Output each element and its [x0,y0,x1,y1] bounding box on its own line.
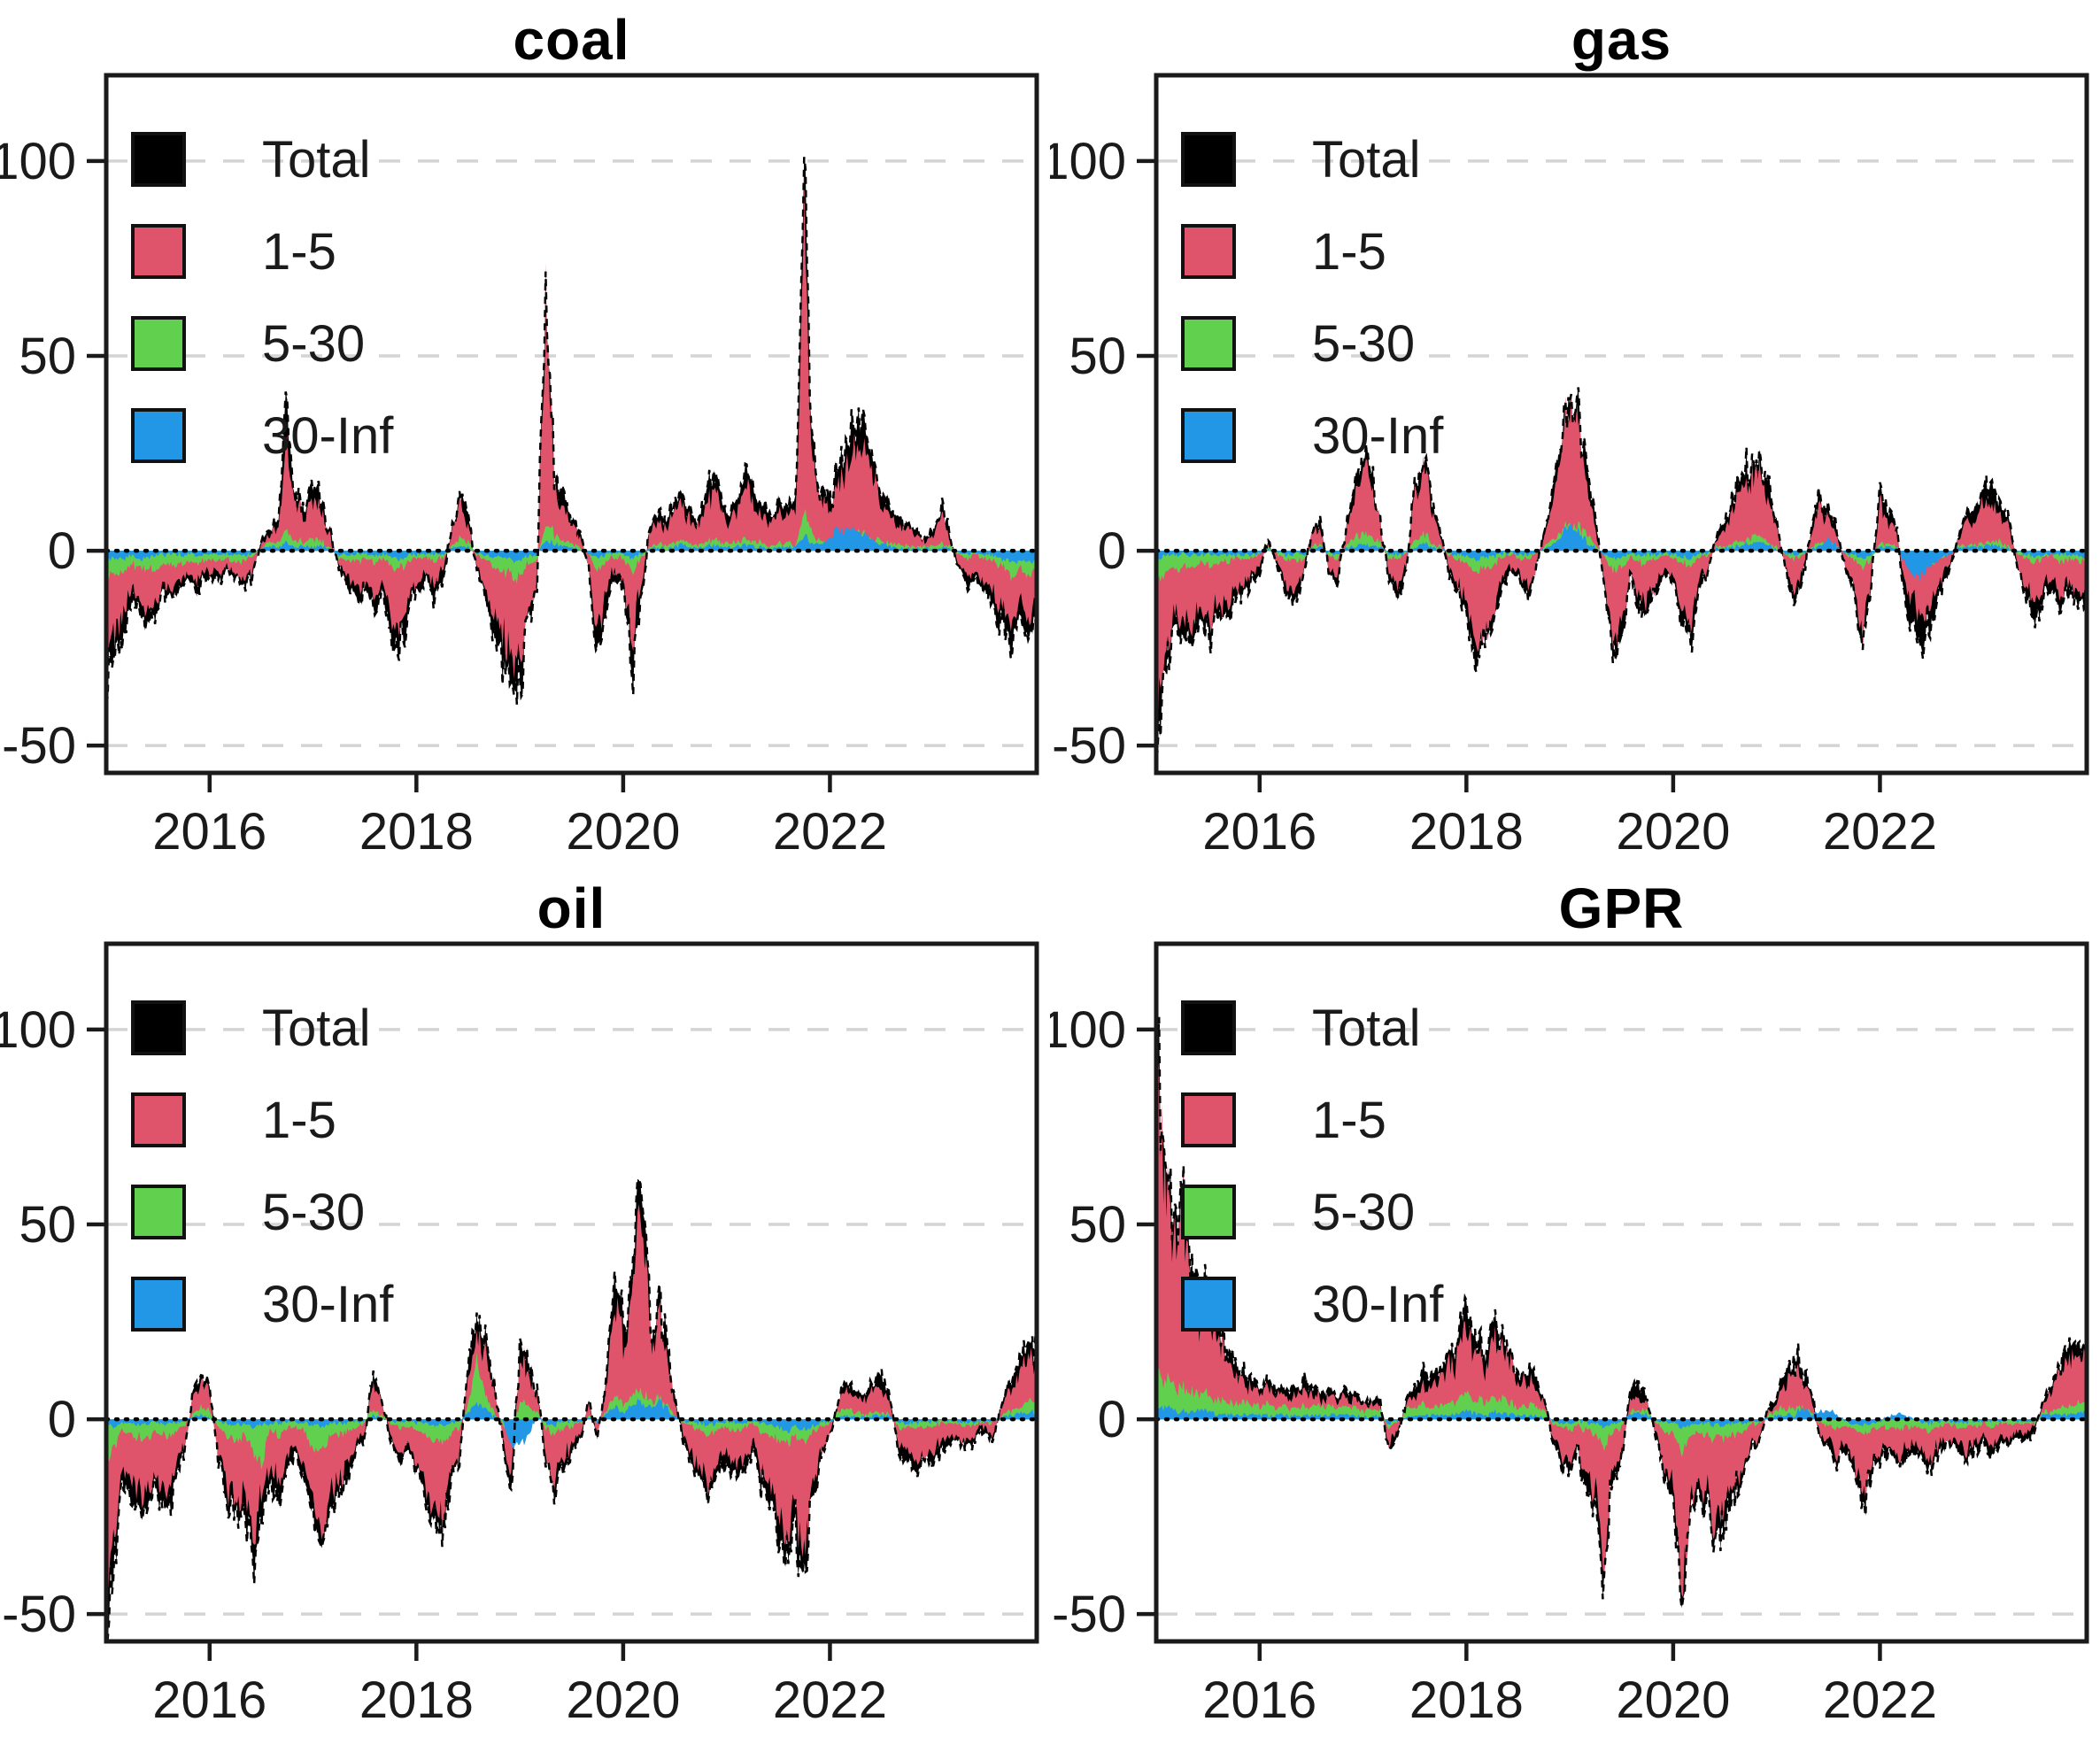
chart-title-gpr: GPR [1558,876,1685,940]
legend-swatch-5-30 [131,1185,186,1239]
legend-swatch-5-30 [1181,1185,1236,1239]
legend-item: 30-Inf [1181,390,1443,482]
legend-label: 5-30 [262,314,366,373]
svg-text:100: 100 [1050,133,1126,190]
legend-label: 5-30 [262,1183,366,1241]
svg-text:0: 0 [1098,522,1126,580]
svg-text:2016: 2016 [152,1671,266,1729]
chart-title-gas: gas [1571,8,1672,72]
legend-gas: Total 1-5 5-30 30-Inf [1181,113,1443,482]
legend-swatch-30-inf [1181,408,1236,463]
legend-label: 30-Inf [262,406,394,465]
panel-oil: 2016 2018 2020 2022 -50 0 50 100 oil Total 1-5 … [0,868,1050,1737]
legend-item: 1-5 [131,205,393,297]
svg-text:2020: 2020 [566,1671,680,1729]
legend-swatch-30-inf [131,408,186,463]
legend-swatch-1-5 [131,224,186,279]
legend-label: 30-Inf [262,1275,394,1333]
legend-item: Total [131,982,393,1074]
svg-text:100: 100 [0,1001,76,1059]
legend-label: 1-5 [1312,1091,1386,1149]
chart-title-oil: oil [537,876,606,940]
legend-label: 1-5 [1312,222,1386,281]
panel-gpr: 2016 2018 2020 2022 -50 0 50 100 GPR Total 1-5 … [1050,868,2100,1737]
svg-text:2022: 2022 [1823,803,1937,861]
legend-swatch-total [1181,132,1236,187]
svg-text:2018: 2018 [1409,803,1524,861]
legend-item: 30-Inf [131,390,393,482]
legend-item: Total [1181,982,1443,1074]
svg-text:2020: 2020 [1616,803,1730,861]
svg-text:2022: 2022 [1823,1671,1937,1729]
svg-text:2018: 2018 [359,1671,474,1729]
legend-oil: Total 1-5 5-30 30-Inf [131,982,393,1350]
svg-text:50: 50 [1069,328,1126,385]
legend-item: 1-5 [1181,1074,1443,1166]
legend-swatch-5-30 [131,316,186,371]
panel-coal: 2016 2018 2020 2022 -50 0 50 100 coal Total 1-5… [0,0,1050,868]
legend-swatch-1-5 [1181,1092,1236,1147]
legend-label: 1-5 [262,222,336,281]
chart-svg-gas: 2016 2018 2020 2022 -50 0 50 100 [1050,73,2089,861]
legend-swatch-30-inf [1181,1277,1236,1332]
legend-item: 1-5 [1181,205,1443,297]
legend-item: 5-30 [131,297,393,390]
legend-label: Total [1312,999,1421,1057]
legend-item: 30-Inf [1181,1258,1443,1350]
svg-text:0: 0 [48,1391,76,1448]
legend-swatch-1-5 [131,1092,186,1147]
svg-text:2018: 2018 [359,803,474,861]
legend-label: 30-Inf [1312,406,1444,465]
svg-text:-50: -50 [1052,717,1126,775]
legend-swatch-1-5 [1181,224,1236,279]
svg-text:50: 50 [1069,1196,1126,1254]
svg-text:2022: 2022 [773,803,887,861]
svg-text:100: 100 [1050,1001,1126,1059]
legend-label: Total [262,999,371,1057]
svg-text:-50: -50 [1052,1586,1126,1643]
svg-text:50: 50 [19,1196,76,1254]
svg-text:2022: 2022 [773,1671,887,1729]
svg-text:2016: 2016 [1202,803,1316,861]
svg-text:2016: 2016 [1202,1671,1316,1729]
legend-item: 5-30 [131,1166,393,1258]
legend-label: 5-30 [1312,1183,1416,1241]
legend-item: Total [131,113,393,205]
legend-label: 1-5 [262,1091,336,1149]
legend-coal: Total 1-5 5-30 30-Inf [131,113,393,482]
chart-title-coal: coal [513,8,630,72]
svg-text:2020: 2020 [566,803,680,861]
legend-item: 5-30 [1181,1166,1443,1258]
chart-svg-GPR: 2016 2018 2020 2022 -50 0 50 100 [1050,941,2089,1729]
svg-text:0: 0 [1098,1391,1126,1448]
legend-swatch-total [131,1000,186,1055]
legend-label: Total [1312,130,1421,189]
chart-svg-oil: 2016 2018 2020 2022 -50 0 50 100 [0,941,1039,1729]
legend-item: 30-Inf [131,1258,393,1350]
legend-swatch-30-inf [131,1277,186,1332]
svg-text:0: 0 [48,522,76,580]
legend-swatch-5-30 [1181,316,1236,371]
legend-label: 5-30 [1312,314,1416,373]
legend-swatch-total [131,132,186,187]
svg-text:2018: 2018 [1409,1671,1524,1729]
svg-text:-50: -50 [2,1586,76,1643]
svg-text:50: 50 [19,328,76,385]
panel-gas: 2016 2018 2020 2022 -50 0 50 100 gas Total 1-5 … [1050,0,2100,868]
legend-item: Total [1181,113,1443,205]
legend-item: 1-5 [131,1074,393,1166]
legend-item: 5-30 [1181,297,1443,390]
chart-svg-coal: 2016 2018 2020 2022 -50 0 50 100 [0,73,1039,861]
legend-label: Total [262,130,371,189]
svg-text:2016: 2016 [152,803,266,861]
svg-text:2020: 2020 [1616,1671,1730,1729]
legend-swatch-total [1181,1000,1236,1055]
legend-gpr: Total 1-5 5-30 30-Inf [1181,982,1443,1350]
svg-text:100: 100 [0,133,76,190]
legend-label: 30-Inf [1312,1275,1444,1333]
svg-text:-50: -50 [2,717,76,775]
